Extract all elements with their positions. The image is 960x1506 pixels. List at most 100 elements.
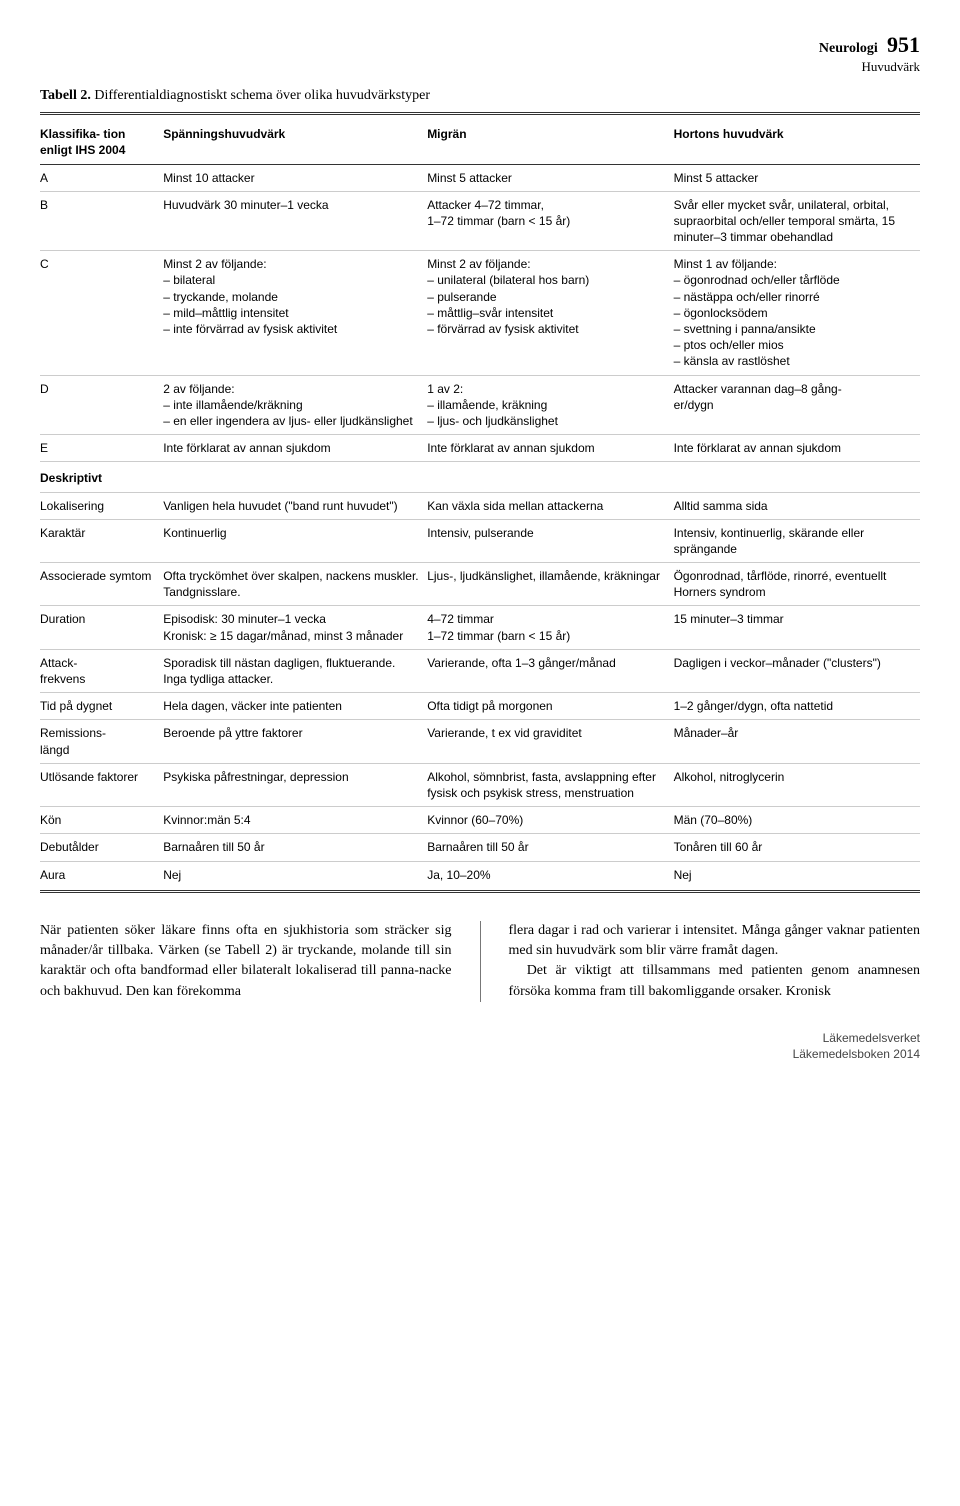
- table-cell: Psykiska påfrestningar, depression: [163, 763, 427, 806]
- table-row: KönKvinnor:män 5:4Kvinnor (60–70%)Män (7…: [40, 807, 920, 834]
- table-cell: 4–72 timmar 1–72 timmar (barn < 15 år): [427, 606, 673, 649]
- table-cell: Månader–år: [674, 720, 920, 763]
- row-label: Debutålder: [40, 834, 163, 861]
- table-cell: 1 av 2:illamående, kräkningljus- och lju…: [427, 375, 673, 435]
- table-cell: Attacker 4–72 timmar, 1–72 timmar (barn …: [427, 191, 673, 251]
- column-divider: [480, 921, 481, 1002]
- table-cell: Kvinnor (60–70%): [427, 807, 673, 834]
- table-caption: Tabell 2. Differentialdiagnostiskt schem…: [40, 87, 920, 106]
- table-cell: Ofta tryckömhet över skalpen, nackens mu…: [163, 563, 427, 606]
- table-cell: Minst 5 attacker: [427, 164, 673, 191]
- table-cell: Minst 2 av följande:bilateraltryckande, …: [163, 251, 427, 375]
- row-label: C: [40, 251, 163, 375]
- page-footer: Läkemedelsverket Läkemedelsboken 2014: [40, 1030, 920, 1062]
- table-cell: Barnaåren till 50 år: [427, 834, 673, 861]
- list-item: måttlig–svår intensitet: [427, 305, 665, 321]
- list-item: mild–måttlig intensitet: [163, 305, 419, 321]
- body-right-p1: flera dagar i rad och varierar i intensi…: [509, 921, 921, 962]
- table-cell: Nej: [674, 861, 920, 888]
- table-row: CMinst 2 av följande:bilateraltryckande,…: [40, 251, 920, 375]
- table-cell: Tonåren till 60 år: [674, 834, 920, 861]
- col-header-2: Migrän: [427, 121, 673, 164]
- table-cell: Intensiv, pulserande: [427, 519, 673, 562]
- table-cell: Ögonrodnad, tårflöde, rinorré, eventuell…: [674, 563, 920, 606]
- table-cell: Varierande, ofta 1–3 gånger/månad: [427, 649, 673, 692]
- table-cell: Alltid samma sida: [674, 492, 920, 519]
- list-item: en eller ingendera av ljus- eller ljudkä…: [163, 413, 419, 429]
- table-label: Tabell 2.: [40, 88, 91, 103]
- table-cell: Svår eller mycket svår, unilateral, orbi…: [674, 191, 920, 251]
- table-cell: Alkohol, nitroglycerin: [674, 763, 920, 806]
- table-cell: Inte förklarat av annan sjukdom: [674, 435, 920, 462]
- row-label: Kön: [40, 807, 163, 834]
- list-item: inte illamående/kräkning: [163, 397, 419, 413]
- table-cell: Intensiv, kontinuerlig, skärande eller s…: [674, 519, 920, 562]
- table-cell: Ja, 10–20%: [427, 861, 673, 888]
- body-col-right: flera dagar i rad och varierar i intensi…: [509, 921, 921, 1002]
- list-item: förvärrad av fysisk aktivitet: [427, 321, 665, 337]
- table-row: AMinst 10 attackerMinst 5 attackerMinst …: [40, 164, 920, 191]
- table-cell: Hela dagen, väcker inte patienten: [163, 693, 427, 720]
- list-item: illamående, kräkning: [427, 397, 665, 413]
- table-caption-text: Differentialdiagnostiskt schema över oli…: [94, 88, 430, 103]
- table-cell: Episodisk: 30 minuter–1 vecka Kronisk: ≥…: [163, 606, 427, 649]
- table-row: D2 av följande:inte illamående/kräkninge…: [40, 375, 920, 435]
- table-row: EInte förklarat av annan sjukdomInte för…: [40, 435, 920, 462]
- table-cell: Minst 2 av följande:unilateral (bilatera…: [427, 251, 673, 375]
- table-cell: Kontinuerlig: [163, 519, 427, 562]
- body-col-left: När patienten söker läkare finns ofta en…: [40, 921, 452, 1002]
- page-header: Neurologi 951 Huvudvärk: [40, 30, 920, 75]
- body-right-p2: Det är viktigt att tillsammans med patie…: [509, 961, 921, 1002]
- row-label: E: [40, 435, 163, 462]
- body-text: När patienten söker läkare finns ofta en…: [40, 921, 920, 1002]
- list-item: ögonrodnad och/eller tårflöde: [674, 272, 912, 288]
- page-number: 951: [887, 32, 920, 57]
- table-cell: Huvudvärk 30 minuter–1 vecka: [163, 191, 427, 251]
- body-left-p1: När patienten söker läkare finns ofta en…: [40, 921, 452, 1002]
- row-label: Remissions- längd: [40, 720, 163, 763]
- subchapter-label: Huvudvärk: [40, 58, 920, 76]
- col-header-3: Hortons huvudvärk: [674, 121, 920, 164]
- col-header-1: Spänningshuvudvärk: [163, 121, 427, 164]
- list-item: unilateral (bilateral hos barn): [427, 272, 665, 288]
- list-item: ögonlocksödem: [674, 305, 912, 321]
- table-cell: Minst 1 av följande:ögonrodnad och/eller…: [674, 251, 920, 375]
- list-item: tryckande, molande: [163, 289, 419, 305]
- table-row: Utlösande faktorerPsykiska påfrestningar…: [40, 763, 920, 806]
- list-item: svettning i panna/ansikte: [674, 321, 912, 337]
- table-cell: Minst 10 attacker: [163, 164, 427, 191]
- row-label: Aura: [40, 861, 163, 888]
- list-item: ljus- och ljudkänslighet: [427, 413, 665, 429]
- table-cell: Ofta tidigt på morgonen: [427, 693, 673, 720]
- footer-line2: Läkemedelsboken 2014: [40, 1046, 920, 1062]
- table-row: Tid på dygnetHela dagen, väcker inte pat…: [40, 693, 920, 720]
- list-item: bilateral: [163, 272, 419, 288]
- table-cell: Varierande, t ex vid graviditet: [427, 720, 673, 763]
- table-cell: Dagligen i veckor–månader ("clusters"): [674, 649, 920, 692]
- table-cell: Minst 5 attacker: [674, 164, 920, 191]
- list-item: pulserande: [427, 289, 665, 305]
- list-item: nästäppa och/eller rinorré: [674, 289, 912, 305]
- row-label: Associerade symtom: [40, 563, 163, 606]
- row-label: A: [40, 164, 163, 191]
- chapter-label: Neurologi: [819, 41, 878, 56]
- table-cell: Attacker varannan dag–8 gång- er/dygn: [674, 375, 920, 435]
- table-cell: Nej: [163, 861, 427, 888]
- row-label: Tid på dygnet: [40, 693, 163, 720]
- section-label-row: Deskriptivt: [40, 462, 920, 492]
- table-row: Remissions- längdBeroende på yttre fakto…: [40, 720, 920, 763]
- table-cell: Alkohol, sömnbrist, fasta, avslappning e…: [427, 763, 673, 806]
- row-label: D: [40, 375, 163, 435]
- col-header-0: Klassifika- tion enligt IHS 2004: [40, 121, 163, 164]
- list-item: inte förvärrad av fysisk aktivitet: [163, 321, 419, 337]
- row-label: Utlösande faktorer: [40, 763, 163, 806]
- table-cell: Inte förklarat av annan sjukdom: [163, 435, 427, 462]
- row-label: Attack- frekvens: [40, 649, 163, 692]
- table-cell: Sporadisk till nästan dagligen, fluktuer…: [163, 649, 427, 692]
- table-row: Attack- frekvensSporadisk till nästan da…: [40, 649, 920, 692]
- table-row: DebutålderBarnaåren till 50 årBarnaåren …: [40, 834, 920, 861]
- list-item: ptos och/eller mios: [674, 337, 912, 353]
- table-cell: Vanligen hela huvudet ("band runt huvude…: [163, 492, 427, 519]
- table-row: KaraktärKontinuerligIntensiv, pulserande…: [40, 519, 920, 562]
- list-item: känsla av rastlöshet: [674, 353, 912, 369]
